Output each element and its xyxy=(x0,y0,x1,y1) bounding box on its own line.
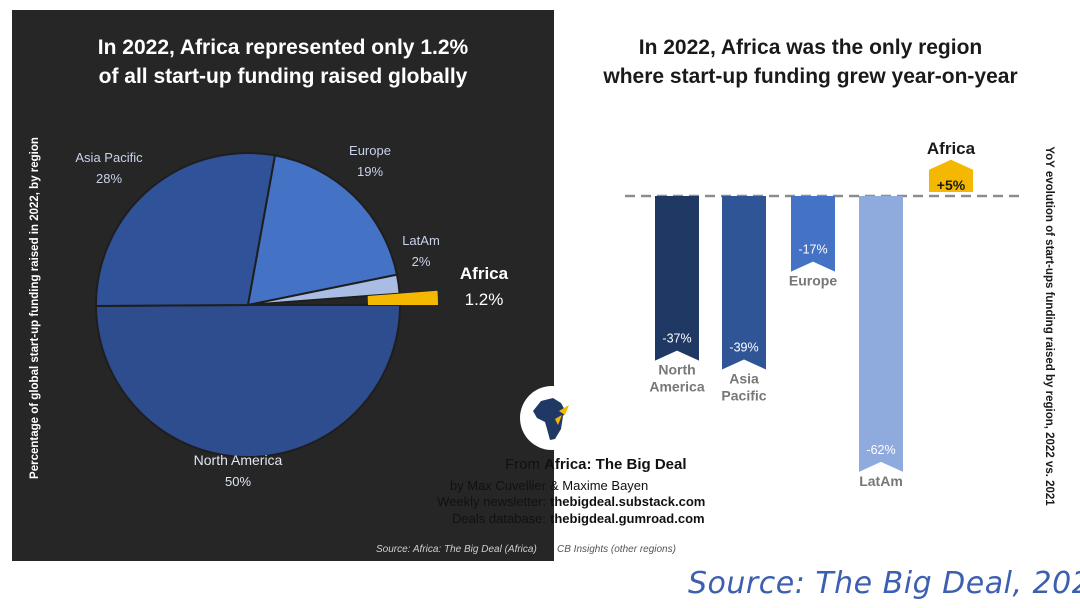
pie-slice-asia-pacific xyxy=(95,152,277,307)
pie-label-europe: Europe xyxy=(349,143,391,158)
bar-label-asia-pacific-0: Asia xyxy=(729,371,759,387)
pie-slice-latam xyxy=(247,273,401,306)
pie-slice-europe xyxy=(246,154,399,307)
pie-value-africa: 1.2% xyxy=(465,290,504,309)
bar-title-line-2: where start-up funding grew year-on-year xyxy=(603,65,1018,88)
source-note-africa: Source: Africa: The Big Deal (Africa) xyxy=(376,544,537,555)
bar-value-north-america: -37% xyxy=(662,332,691,346)
pie-chart-title: In 2022, Africa represented only 1.2% of… xyxy=(12,33,554,91)
pie-y-axis-label: Percentage of global start-up funding ra… xyxy=(29,137,41,479)
big-deal-logo xyxy=(519,385,585,451)
pie-label-latam: LatAm xyxy=(402,233,440,248)
bar-value-latam: -62% xyxy=(866,443,895,457)
pie-value-latam: 2% xyxy=(412,254,431,269)
bar-chart-title: In 2022, Africa was the only region wher… xyxy=(554,33,1067,91)
pie-label-north-america: North America xyxy=(194,452,283,468)
credit-label-from: From xyxy=(505,456,540,473)
credit-label-database: Deals database: xyxy=(452,511,546,526)
bar-africa xyxy=(929,159,973,192)
pie-title-line-2: of all start-up funding raised globally xyxy=(98,65,468,88)
pie-value-north-america: 50% xyxy=(225,474,251,489)
pie-title-line-1: In 2022, Africa represented only 1.2% xyxy=(97,36,469,59)
bar-value-europe: -17% xyxy=(798,243,827,257)
bar-label-north-america-0: North xyxy=(658,362,695,378)
credit-value-database[interactable]: thebigdeal.gumroad.com xyxy=(550,511,705,526)
source-note-others: CB Insights (other regions) xyxy=(557,544,676,555)
bar-title-line-1: In 2022, Africa was the only region xyxy=(638,36,983,59)
pie-slice-africa xyxy=(367,290,438,305)
bar-north-america xyxy=(655,196,699,361)
bar-label-europe-0: Europe xyxy=(789,273,837,289)
bar-latam xyxy=(859,196,903,472)
credit-label-newsletter: Weekly newsletter: xyxy=(437,494,546,509)
bar-label-africa: Africa xyxy=(927,139,976,158)
bar-y-axis-label: YoY evolution of start-ups funding raise… xyxy=(1043,146,1055,506)
africa-logo-icon xyxy=(520,386,584,450)
credit-brand: Africa: The Big Deal xyxy=(544,456,687,473)
bar-value-africa: +5% xyxy=(937,177,966,193)
credit-value-by: & Maxime Bayen xyxy=(550,478,649,493)
pie-value-europe: 19% xyxy=(357,164,383,179)
right-panel xyxy=(554,10,1067,561)
bar-label-latam-0: LatAm xyxy=(859,473,903,489)
footer-source: Source: The Big Deal, 2023 xyxy=(688,566,1080,601)
credit-value-newsletter[interactable]: thebigdeal.substack.com xyxy=(550,494,706,509)
pie-value-asia-pacific: 28% xyxy=(96,171,122,186)
bar-label-north-america-1: America xyxy=(649,379,704,395)
pie-slice-north-america xyxy=(94,304,402,458)
bar-label-asia-pacific-1: Pacific xyxy=(721,388,766,404)
credit-brand-rest: The Big Deal xyxy=(591,456,687,473)
bar-asia-pacific xyxy=(722,196,766,370)
credit-brand-africa: Africa: xyxy=(544,456,592,473)
pie-label-africa: Africa xyxy=(460,264,509,283)
credit-label-by: by Max Cuvellier xyxy=(449,478,546,493)
pie-label-asia-pacific: Asia Pacific xyxy=(75,150,143,165)
bar-value-asia-pacific: -39% xyxy=(729,341,758,355)
bar-europe xyxy=(791,196,835,272)
